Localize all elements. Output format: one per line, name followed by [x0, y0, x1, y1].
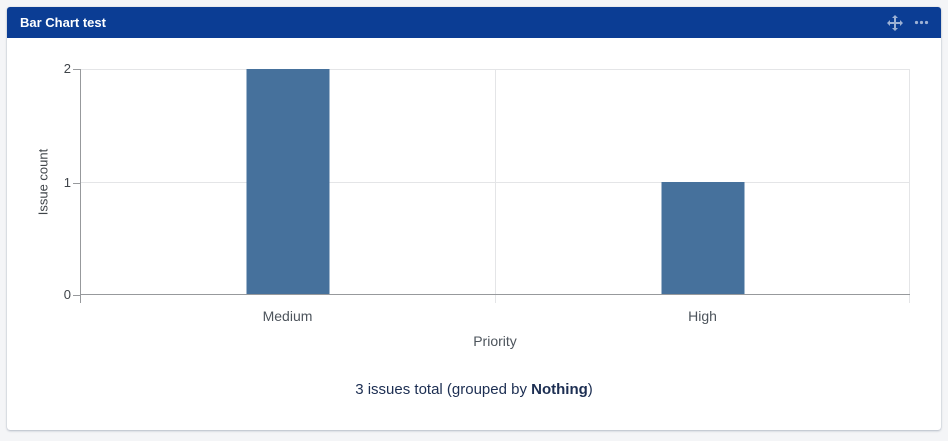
y-axis-line — [80, 69, 81, 303]
ellipsis-icon — [914, 20, 929, 25]
x-axis-line — [80, 294, 910, 295]
bar-high[interactable] — [661, 182, 744, 295]
y-tick-label: 2 — [63, 61, 71, 76]
gadget-header: Bar Chart test — [7, 7, 941, 38]
gridline — [495, 69, 496, 303]
plot-area — [80, 69, 910, 303]
x-tick-labels: Medium High — [80, 308, 910, 324]
move-icon — [887, 14, 903, 31]
gadget-panel: Bar Chart test Issue count 2 1 0 — [7, 7, 941, 430]
gadget-title: Bar Chart test — [20, 15, 106, 30]
x-axis-title: Priority — [473, 333, 517, 349]
summary-group-by: Nothing — [531, 381, 588, 398]
summary-prefix: 3 issues total (grouped by — [355, 381, 532, 398]
y-tick-mark — [73, 69, 80, 70]
y-tick-label: 0 — [63, 287, 71, 302]
bar-medium[interactable] — [246, 69, 329, 295]
move-button[interactable] — [885, 13, 905, 33]
summary-suffix: ) — [587, 381, 593, 398]
more-options-button[interactable] — [912, 18, 931, 27]
y-tick-label: 1 — [63, 175, 71, 190]
x-tick-label: Medium — [262, 308, 313, 324]
x-tick-label: High — [688, 308, 717, 324]
gridline — [909, 69, 910, 303]
y-tick-mark — [73, 295, 80, 296]
y-tick-mark — [73, 183, 80, 184]
chart-summary: 3 issues total (grouped by Nothing) — [7, 381, 941, 398]
